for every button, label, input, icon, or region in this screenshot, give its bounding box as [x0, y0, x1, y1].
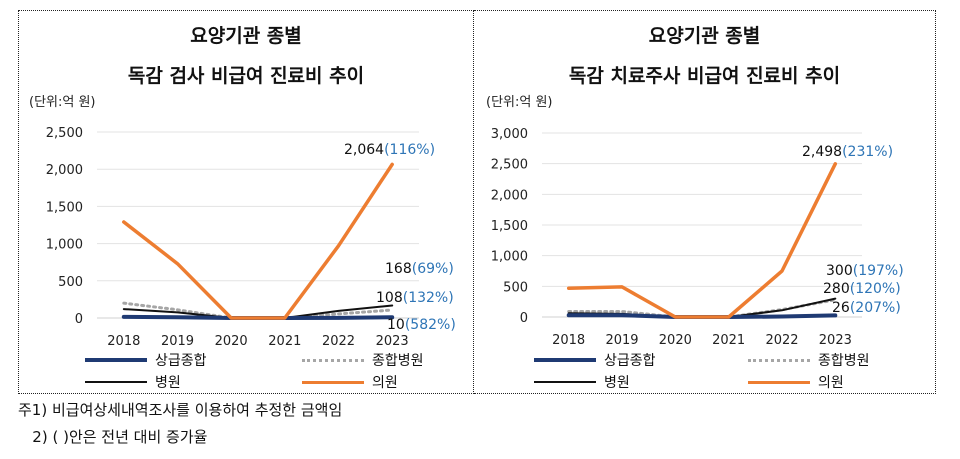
legend-item-jonghap: 종합병원: [302, 350, 424, 370]
legend-label: 병원: [155, 375, 181, 391]
y-tick-label: 1,000: [491, 250, 528, 265]
legend: 상급종합 종합병원 병원 의원: [474, 348, 935, 392]
legend-swatch-sangeup: [85, 358, 147, 362]
unit-label: (단위:억 원): [29, 95, 96, 110]
chart-title-line2: 독감 치료주사 비급여 진료비 추이: [568, 65, 841, 87]
legend: 상급종합 종합병원 병원 의원: [19, 348, 473, 392]
chart-title-line2: 독감 검사 비급여 진료비 추이: [127, 65, 365, 87]
y-tick-label: 2,500: [491, 158, 528, 173]
x-tick-label: 2022: [765, 333, 798, 348]
data-label: 108(132%): [376, 290, 454, 306]
data-label-pct: (120%): [850, 281, 901, 297]
legend-label: 병원: [604, 375, 630, 391]
x-tick-label: 2020: [659, 333, 692, 348]
chart-title-line1: 요양기관 종별: [648, 25, 761, 47]
data-label: 300(197%): [826, 263, 904, 279]
data-label-pct: (116%): [384, 142, 435, 158]
x-tick-label: 2021: [712, 333, 745, 348]
data-label: 10(582%): [387, 317, 456, 333]
unit-label: (단위:억 원): [486, 95, 553, 110]
data-label-value: 280: [823, 281, 850, 297]
data-label: 2,498(231%): [802, 144, 893, 160]
data-label: 168(69%): [385, 261, 454, 277]
series-line-의원: [122, 162, 394, 320]
legend-item-jonghap: 종합병원: [748, 350, 870, 370]
y-tick-label: 2,500: [46, 126, 83, 141]
data-label-pct: (197%): [853, 263, 904, 279]
legend-item-byeongwon: 병원: [85, 372, 181, 392]
data-label-value: 2,498: [802, 144, 842, 160]
legend-swatch-jonghap: [748, 358, 810, 362]
legend-swatch-byeongwon: [534, 381, 596, 383]
legend-label: 상급종합: [604, 353, 656, 369]
chart-panel-right: 요양기관 종별 독감 치료주사 비급여 진료비 추이 (단위:억 원) 0 500…: [474, 10, 936, 394]
footnote-2: 2) ( )안은 전년 대비 증가율: [18, 428, 208, 446]
x-tick-label: 2019: [605, 333, 638, 348]
x-tick-label: 2018: [107, 334, 140, 349]
data-label: 2,064(116%): [344, 142, 435, 158]
legend-label: 종합병원: [372, 353, 424, 369]
data-label: 280(120%): [823, 281, 901, 297]
y-tick-label: 500: [503, 280, 528, 295]
y-tick-label: 1,000: [46, 238, 83, 253]
y-tick-label: 1,500: [46, 200, 83, 215]
x-tick-label: 2023: [376, 334, 409, 349]
data-label-pct: (69%): [412, 261, 454, 277]
data-label-value: 300: [826, 263, 853, 279]
footnotes: 주1) 비급여상세내역조사를 이용하여 추정한 금액임 2) ( )안은 전년 …: [18, 397, 342, 451]
line-chart-injection: 0 500 1,000 1,500 2,000 2,500 3,000 2018 2019 202…: [491, 127, 904, 348]
data-label: 26(207%): [832, 300, 901, 316]
data-label-value: 26: [832, 300, 850, 316]
footnote-1: 주1) 비급여상세내역조사를 이용하여 추정한 금액임: [18, 401, 343, 419]
line-chart-exam: 0 500 1,000 1,500 2,000 2,500 2018 2019 2020 2021…: [46, 126, 456, 349]
data-label-value: 168: [385, 261, 412, 277]
legend-item-sangeup: 상급종합: [534, 350, 656, 370]
chart-panel-left: 요양기관 종별 독감 검사 비급여 진료비 추이 (단위:억 원) 0 500 1,…: [18, 10, 474, 394]
legend-item-byeongwon: 병원: [534, 372, 630, 392]
y-tick-label: 2,000: [491, 188, 528, 203]
y-tick-label: 500: [58, 275, 83, 290]
y-tick-label: 0: [520, 311, 528, 326]
y-tick-label: 0: [75, 312, 83, 327]
legend-label: 상급종합: [155, 353, 207, 369]
legend-label: 종합병원: [818, 353, 870, 369]
data-label-value: 10: [387, 317, 405, 333]
legend-swatch-byeongwon: [85, 381, 147, 383]
chart-title-line1: 요양기관 종별: [190, 25, 302, 47]
x-tick-label: 2022: [322, 334, 355, 349]
x-tick-label: 2020: [215, 334, 248, 349]
legend-label: 의원: [818, 375, 844, 391]
data-label-value: 108: [376, 290, 403, 306]
legend-swatch-sangeup: [534, 358, 596, 362]
x-tick-label: 2021: [268, 334, 301, 349]
legend-item-uiwon: 의원: [302, 372, 398, 392]
data-label-pct: (207%): [850, 300, 901, 316]
legend-swatch-uiwon: [302, 380, 364, 384]
legend-item-uiwon: 의원: [748, 372, 844, 392]
x-tick-label: 2023: [819, 333, 852, 348]
x-tick-label: 2019: [161, 334, 194, 349]
y-tick-label: 3,000: [491, 127, 528, 142]
series-line-의원: [566, 162, 838, 319]
legend-item-sangeup: 상급종합: [85, 350, 207, 370]
y-tick-label: 1,500: [491, 219, 528, 234]
legend-swatch-uiwon: [748, 380, 810, 384]
data-label-pct: (582%): [405, 317, 456, 333]
y-tick-label: 2,000: [46, 163, 83, 178]
data-label-value: 2,064: [344, 142, 384, 158]
legend-label: 의원: [372, 375, 398, 391]
x-tick-label: 2018: [552, 333, 585, 348]
legend-swatch-jonghap: [302, 358, 364, 362]
data-label-pct: (132%): [403, 290, 454, 306]
data-label-pct: (231%): [842, 144, 893, 160]
